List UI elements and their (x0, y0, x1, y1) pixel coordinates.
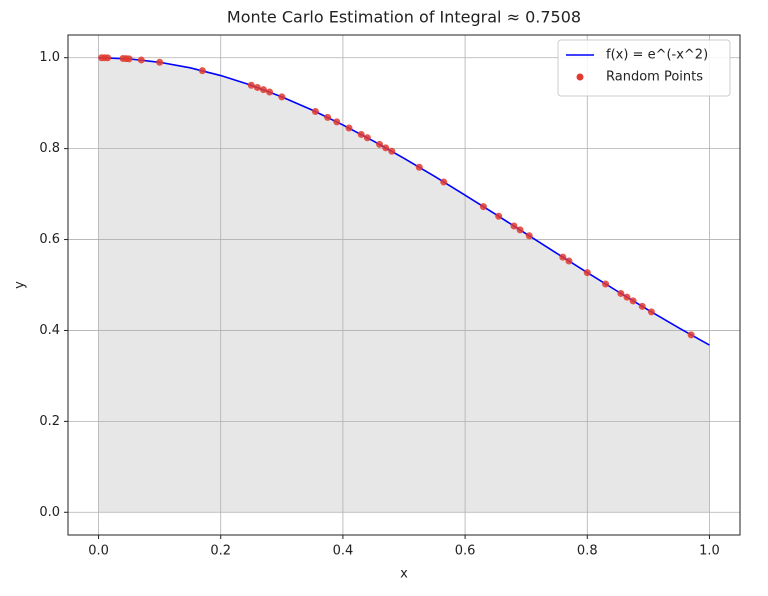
point (583, 269, 591, 277)
point (525, 232, 533, 240)
y-tick-label: 0.4 (39, 323, 60, 338)
point (333, 118, 341, 126)
point (687, 331, 695, 339)
point (415, 163, 423, 171)
x-tick-label: 0.4 (333, 544, 354, 559)
point (629, 297, 637, 305)
point (311, 108, 319, 116)
point (516, 226, 524, 234)
point (638, 302, 646, 310)
point (357, 130, 365, 138)
point (623, 293, 631, 301)
x-tick-label: 0.8 (577, 544, 598, 559)
point (510, 222, 518, 230)
point (617, 289, 625, 297)
point (345, 124, 353, 132)
y-tick-label: 0.6 (39, 232, 60, 247)
area-fill (98, 57, 710, 513)
x-axis-label: x (400, 567, 408, 582)
point (198, 67, 206, 75)
point (388, 147, 396, 155)
point (137, 56, 145, 64)
legend-box (557, 39, 731, 97)
point (247, 81, 255, 89)
chart-title: Monte Carlo Estimation of Integral ≈ 0.7… (227, 8, 581, 27)
point (266, 88, 274, 96)
point (253, 83, 261, 91)
point (602, 280, 610, 288)
point (363, 134, 371, 142)
point (259, 86, 267, 94)
point (565, 257, 573, 265)
point (495, 212, 503, 220)
point (324, 113, 332, 121)
point (156, 58, 164, 66)
legend-label: Random Points (606, 70, 703, 85)
plot-frame (67, 34, 741, 536)
point (376, 140, 384, 148)
y-tick-label: 1.0 (39, 50, 60, 65)
point (559, 253, 567, 261)
y-axis-label: y (13, 281, 28, 289)
point (440, 178, 448, 186)
x-tick-label: 1.0 (699, 544, 720, 559)
legend-label: f(x) = e^(-x^2) (606, 48, 708, 63)
point (104, 54, 112, 62)
x-tick-label: 0.2 (210, 544, 231, 559)
x-tick-label: 0.0 (88, 544, 109, 559)
point (382, 144, 390, 152)
point (647, 308, 655, 316)
point (278, 93, 286, 101)
x-tick-label: 0.6 (455, 544, 476, 559)
legend: f(x) = e^(-x^2) Random Points (557, 39, 731, 97)
y-tick-label: 0.0 (39, 505, 60, 520)
y-tick-label: 0.8 (39, 141, 60, 156)
y-tick-label: 0.2 (39, 414, 60, 429)
point (125, 55, 133, 63)
point (479, 203, 487, 211)
legend-swatch (576, 73, 584, 81)
